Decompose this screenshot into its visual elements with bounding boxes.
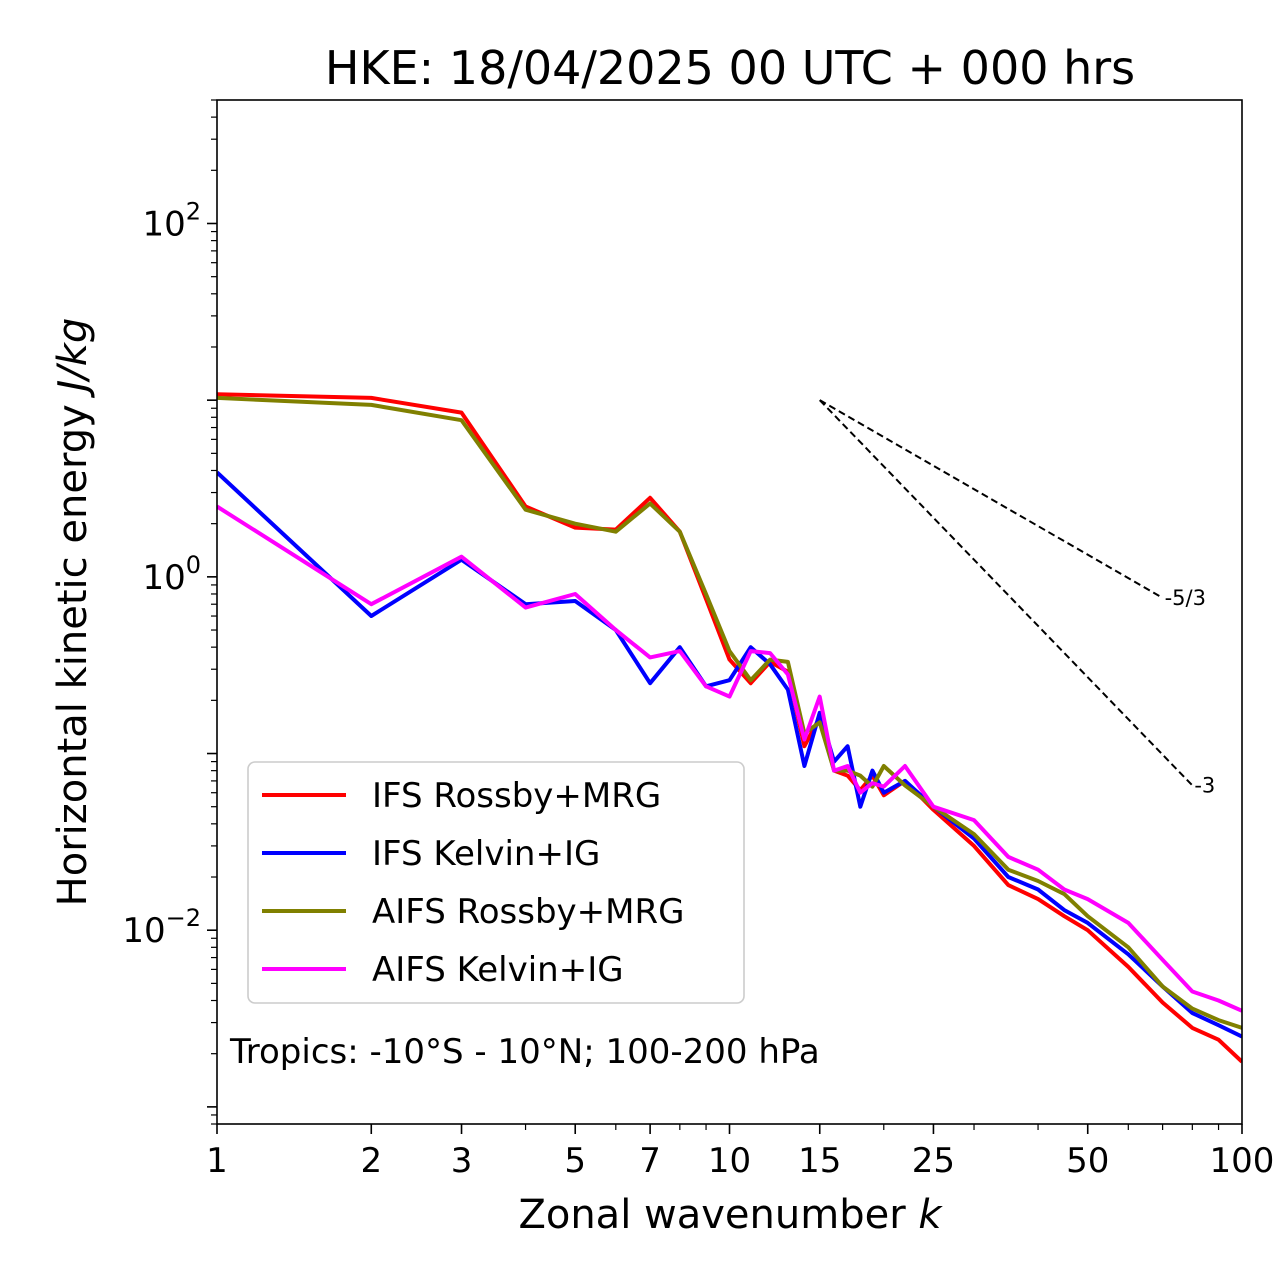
plot-frame [216,99,1243,1125]
legend-label: AIFS Rossby+MRG [372,892,684,932]
chart-title: HKE: 18/04/2025 00 UTC + 000 hrs [325,41,1135,95]
y-tick-label: 10−2 [122,904,201,951]
x-tick-label: 7 [639,1141,661,1181]
x-tick-label: 10 [708,1141,751,1181]
legend: IFS Rossby+MRG IFS Kelvin+IG AIFS Rossby+M… [247,761,745,1004]
reference-slope-line [819,399,1194,787]
series-line-4 [217,504,1242,1013]
reference-slope-label: -5/3 [1165,586,1206,610]
x-tick-label: 2 [360,1141,382,1181]
x-tick-label: 1 [206,1141,228,1181]
x-tick-label: 100 [1210,1141,1275,1181]
reference-slope-label: -3 [1194,773,1215,797]
x-tick-label: 3 [451,1141,473,1181]
x-tick-label: 5 [564,1141,586,1181]
legend-label: AIFS Kelvin+IG [372,950,624,990]
x-tick-label: 50 [1066,1141,1109,1181]
series-line-3 [217,395,1242,1030]
y-tick-label: 100 [142,551,201,598]
region-annotation: Tropics: -10°S - 10°N; 100-200 hPa [229,1032,820,1072]
x-axis-label: Zonal wavenumber k [518,1192,943,1238]
legend-label: IFS Kelvin+IG [372,834,600,874]
series-line-1 [217,392,1242,1064]
y-axis-label: Horizontal kinetic energy J/kg [50,318,96,907]
legend-label: IFS Rossby+MRG [372,776,661,816]
x-tick-label: 15 [798,1141,841,1181]
x-tick-label: 25 [912,1141,955,1181]
legend-box [247,761,745,1004]
y-tick-label: 102 [142,197,201,244]
series-line-2 [217,470,1242,1039]
